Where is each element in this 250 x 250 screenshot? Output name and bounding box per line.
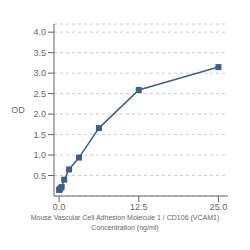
- svg-text:0.0: 0.0: [53, 202, 66, 212]
- svg-text:2.0: 2.0: [33, 109, 46, 119]
- svg-text:2.5: 2.5: [33, 89, 46, 99]
- svg-text:4.0: 4.0: [33, 27, 46, 37]
- svg-text:OD: OD: [11, 105, 25, 115]
- svg-text:0.5: 0.5: [33, 171, 46, 181]
- svg-text:Mouse Vascular Cell Adhesion M: Mouse Vascular Cell Adhesion Molecule 1 …: [31, 214, 220, 232]
- svg-text:25.0: 25.0: [210, 202, 228, 212]
- svg-text:3.5: 3.5: [33, 48, 46, 58]
- svg-text:1.0: 1.0: [33, 150, 46, 160]
- svg-text:12.5: 12.5: [130, 202, 148, 212]
- svg-text:3.0: 3.0: [33, 68, 46, 78]
- svg-text:1.5: 1.5: [33, 130, 46, 140]
